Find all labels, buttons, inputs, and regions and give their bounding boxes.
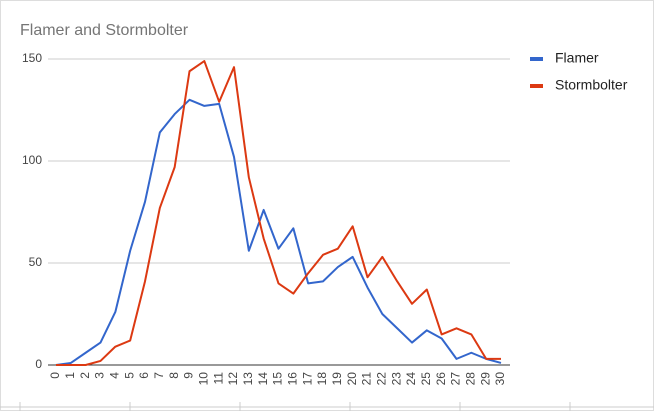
y-tick-label: 0 — [35, 357, 42, 371]
x-tick-label: 0 — [48, 372, 62, 379]
x-tick-label: 21 — [360, 372, 374, 386]
x-tick-label: 3 — [93, 372, 107, 379]
x-tick-label: 30 — [493, 372, 507, 386]
series-line — [55, 98, 502, 366]
x-tick-label: 8 — [167, 372, 181, 379]
x-tick-label: 15 — [271, 372, 285, 386]
x-tick-label: 26 — [434, 372, 448, 386]
x-tick-label: 12 — [226, 372, 240, 386]
x-tick-label: 17 — [300, 372, 314, 386]
chart-title: Flamer and Stormbolter — [20, 22, 189, 39]
x-tick-label: 13 — [241, 372, 255, 386]
legend-label: Flamer — [555, 50, 599, 66]
bottom-scale — [0, 402, 654, 411]
x-tick-label: 14 — [256, 372, 270, 386]
x-tick-label: 1 — [63, 372, 77, 379]
y-tick-label: 50 — [29, 255, 43, 269]
series-line — [56, 60, 501, 366]
x-tick-label: 24 — [404, 372, 418, 386]
x-tick-label: 22 — [375, 372, 389, 386]
x-tick-label: 7 — [152, 372, 166, 379]
x-tick-label: 10 — [197, 372, 211, 386]
legend-label: Stormbolter — [555, 77, 628, 93]
x-tick-label: 23 — [389, 372, 403, 386]
x-tick-label: 29 — [478, 372, 492, 386]
x-tick-label: 5 — [122, 372, 136, 379]
x-tick-label: 18 — [315, 372, 329, 386]
x-tick-label: 25 — [419, 372, 433, 386]
x-tick-label: 4 — [108, 372, 122, 379]
x-tick-label: 27 — [449, 372, 463, 386]
y-tick-label: 100 — [22, 153, 42, 167]
x-tick-label: 16 — [286, 372, 300, 386]
x-tick-label: 20 — [345, 372, 359, 386]
x-tick-label: 2 — [78, 372, 92, 379]
x-tick-label: 9 — [182, 372, 196, 379]
y-tick-label: 150 — [22, 51, 42, 65]
x-tick-label: 6 — [137, 372, 151, 379]
x-tick-label: 19 — [330, 372, 344, 386]
x-tick-label: 28 — [464, 372, 478, 386]
x-tick-label: 11 — [211, 372, 225, 385]
